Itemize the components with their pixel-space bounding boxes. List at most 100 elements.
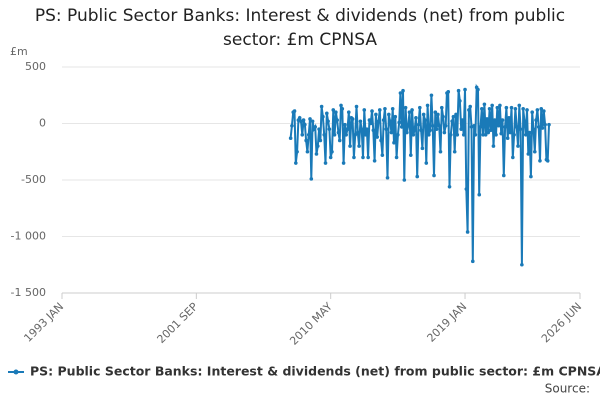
data-point	[383, 107, 387, 111]
data-point	[389, 130, 394, 135]
series-line	[289, 83, 550, 265]
data-point	[294, 161, 298, 165]
data-point	[340, 107, 345, 111]
y-tick-label: -1 500	[11, 286, 46, 299]
data-point	[498, 103, 502, 108]
y-unit: £m	[10, 45, 28, 58]
chart-title: PS: Public Sector Banks: Interest & divi…	[34, 6, 566, 50]
data-point	[470, 259, 475, 264]
data-point	[446, 90, 451, 94]
data-point	[463, 87, 467, 92]
data-point	[396, 133, 400, 137]
data-point	[526, 152, 531, 156]
data-point	[345, 127, 350, 131]
data-point	[318, 138, 323, 143]
data-point	[529, 174, 533, 179]
data-point	[499, 131, 504, 136]
data-point	[486, 130, 491, 135]
y-tick-label: -500	[21, 173, 46, 186]
data-point	[414, 116, 418, 120]
data-point	[437, 123, 441, 128]
data-point	[427, 133, 431, 137]
data-point	[406, 123, 410, 128]
data-point	[379, 138, 383, 143]
data-point	[295, 149, 299, 154]
data-point	[304, 138, 308, 143]
data-point	[415, 174, 420, 179]
data-point	[326, 119, 330, 124]
data-point	[535, 108, 540, 112]
data-point	[439, 105, 444, 110]
data-point	[344, 133, 348, 137]
data-point	[418, 105, 422, 110]
data-point	[505, 136, 510, 140]
data-point	[331, 108, 336, 112]
data-point	[356, 130, 360, 135]
data-point	[516, 144, 520, 148]
data-point	[376, 119, 381, 124]
data-point	[424, 161, 429, 165]
data-point	[394, 155, 399, 160]
data-point	[343, 122, 347, 127]
legend-label: PS: Public Sector Banks: Interest & divi…	[30, 364, 600, 379]
data-point	[442, 130, 447, 135]
data-point	[483, 133, 488, 137]
data-point	[495, 105, 500, 110]
data-point	[416, 122, 421, 127]
data-point	[496, 123, 501, 128]
data-point	[432, 173, 436, 178]
data-point	[410, 108, 414, 112]
data-point	[365, 127, 369, 131]
data-point	[317, 127, 321, 131]
data-point	[500, 118, 505, 122]
data-point	[532, 149, 537, 154]
data-point	[325, 111, 329, 116]
data-point	[507, 116, 511, 120]
data-point	[352, 155, 356, 160]
data-point	[449, 133, 453, 137]
data-point	[485, 117, 489, 121]
data-point	[421, 112, 426, 117]
data-point	[478, 125, 483, 129]
data-point	[362, 108, 367, 112]
data-point	[334, 110, 338, 114]
data-point	[480, 107, 484, 111]
data-point	[327, 127, 332, 131]
x-tick-label: 2001 SEP	[155, 300, 201, 346]
data-point	[458, 99, 462, 103]
x-tick-label: 2019 JAN	[425, 300, 470, 345]
data-point	[464, 187, 469, 191]
data-point	[487, 107, 492, 111]
data-point	[482, 102, 487, 107]
data-point	[476, 87, 480, 92]
data-point	[452, 149, 457, 154]
data-point	[411, 133, 416, 137]
data-point	[348, 144, 352, 148]
data-point	[353, 133, 358, 137]
data-point	[321, 114, 325, 119]
data-point	[315, 144, 320, 148]
x-tick-label: 2010 MAY	[287, 300, 335, 348]
data-point	[322, 133, 327, 137]
data-point	[385, 175, 390, 180]
data-point	[501, 173, 506, 178]
data-point	[503, 125, 507, 129]
data-point	[335, 118, 339, 122]
data-point	[423, 118, 427, 122]
data-point	[408, 153, 413, 157]
data-point	[514, 125, 519, 129]
data-point	[359, 127, 364, 131]
data-point	[490, 103, 494, 108]
data-point	[398, 91, 403, 95]
data-point	[392, 140, 396, 145]
data-point	[374, 112, 378, 117]
data-point	[314, 152, 319, 156]
data-point	[520, 262, 524, 267]
data-point	[428, 128, 432, 133]
data-point	[438, 149, 443, 154]
data-point	[543, 122, 547, 127]
data-point	[370, 109, 374, 113]
data-point	[455, 133, 460, 137]
